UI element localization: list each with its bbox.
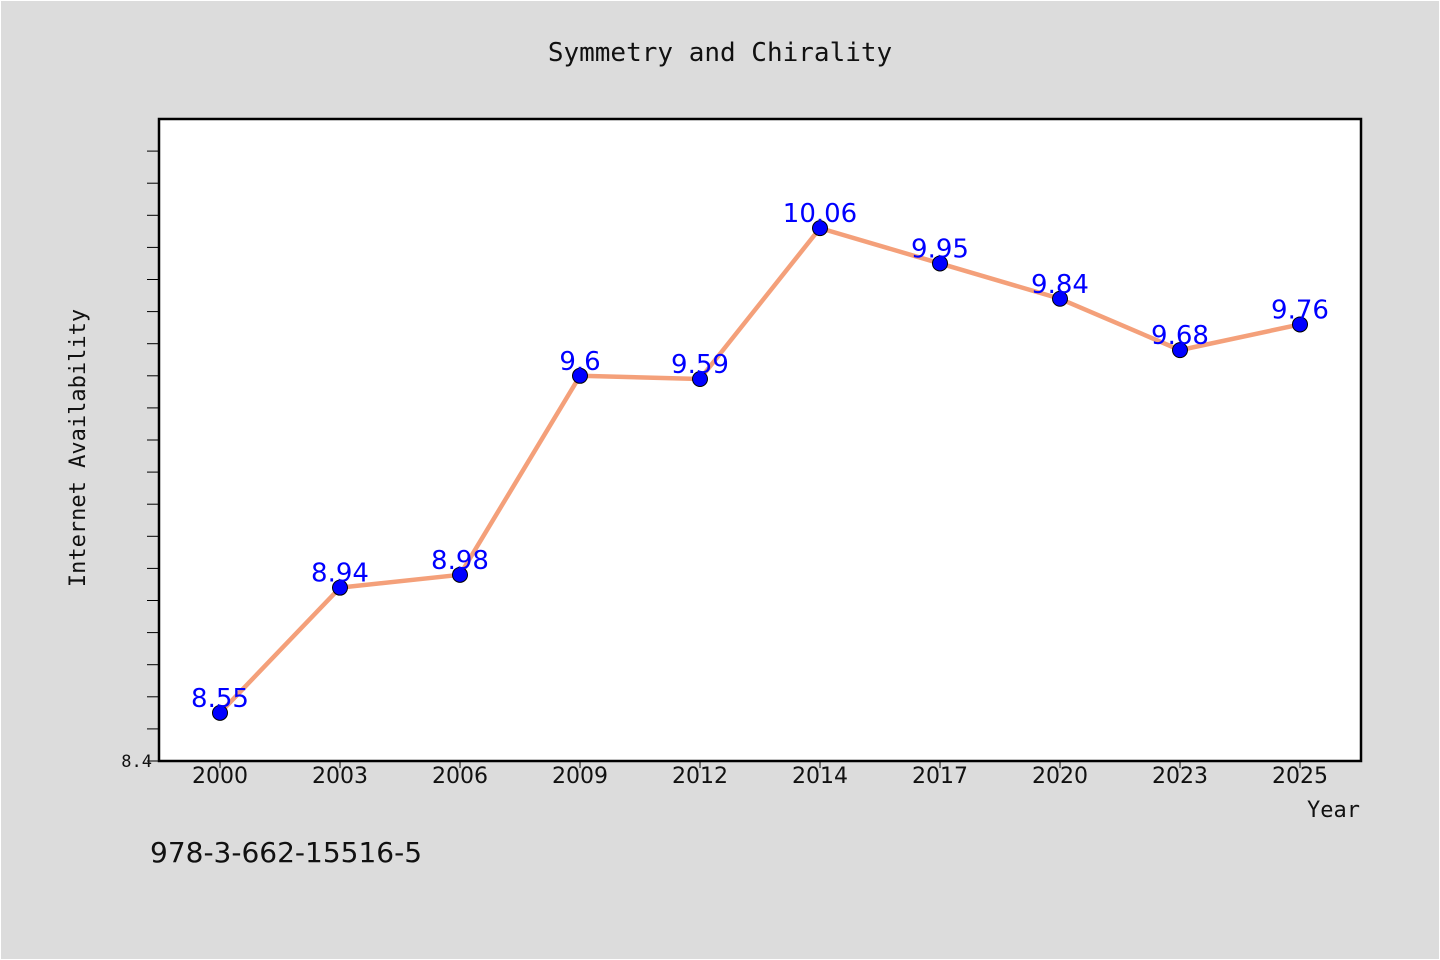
x-tick-label: 2006 [432, 764, 488, 789]
plot-area [157, 117, 1363, 763]
data-label: 9.95 [911, 234, 969, 264]
data-label: 9.76 [1271, 295, 1329, 325]
x-tick-label: 2025 [1272, 764, 1328, 789]
data-label: 10.06 [783, 199, 857, 229]
data-point [572, 367, 588, 384]
x-tick-label: 2003 [312, 764, 368, 789]
series-line-group [217, 225, 1303, 716]
data-point [932, 255, 948, 272]
x-axis-label: Year [1307, 798, 1360, 823]
data-point [812, 220, 828, 237]
data-point [212, 704, 228, 721]
x-tick-label: 2012 [672, 764, 728, 789]
x-tick-label: 2009 [552, 764, 608, 789]
x-tick-label: 2023 [1152, 764, 1208, 789]
data-point [1052, 290, 1068, 307]
data-label: 9.68 [1151, 321, 1209, 351]
data-label: 8.55 [191, 684, 249, 714]
x-tick-label: 2017 [912, 764, 968, 789]
data-point [332, 579, 348, 596]
x-tick-label: 2020 [1032, 764, 1088, 789]
y-axis-label: Internet Availability [66, 309, 91, 587]
data-markers [212, 220, 1308, 721]
chart-title: Symmetry and Chirality [548, 38, 892, 68]
series-line [217, 225, 1303, 716]
data-point [452, 566, 468, 583]
y-axis-ticks: 8.4 [121, 150, 159, 772]
data-labels: 8.55 8.94 8.98 9.6 9.59 10.06 9.95 9.84 9.68 9.76 [191, 199, 1329, 714]
data-label: 8.98 [431, 546, 489, 576]
x-axis-ticks: 2000 2003 2006 2009 2012 2014 2017 2020 2023 2025 [192, 761, 1328, 789]
x-tick-label: 2000 [192, 764, 248, 789]
data-label: 9.59 [671, 350, 729, 380]
data-point [1172, 342, 1188, 359]
footer-isbn-text: 978-3-662-15516-5 [150, 836, 422, 869]
data-label: 8.94 [311, 559, 369, 589]
data-point [1292, 316, 1308, 333]
x-tick-label: 2014 [792, 764, 848, 789]
data-label: 9.6 [559, 347, 600, 377]
data-label: 9.84 [1031, 270, 1089, 300]
data-point [692, 371, 708, 388]
y-tick-label: 8.4 [121, 752, 152, 772]
